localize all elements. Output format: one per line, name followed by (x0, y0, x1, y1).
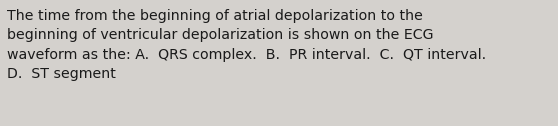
Text: The time from the beginning of atrial depolarization to the
beginning of ventric: The time from the beginning of atrial de… (7, 9, 487, 81)
